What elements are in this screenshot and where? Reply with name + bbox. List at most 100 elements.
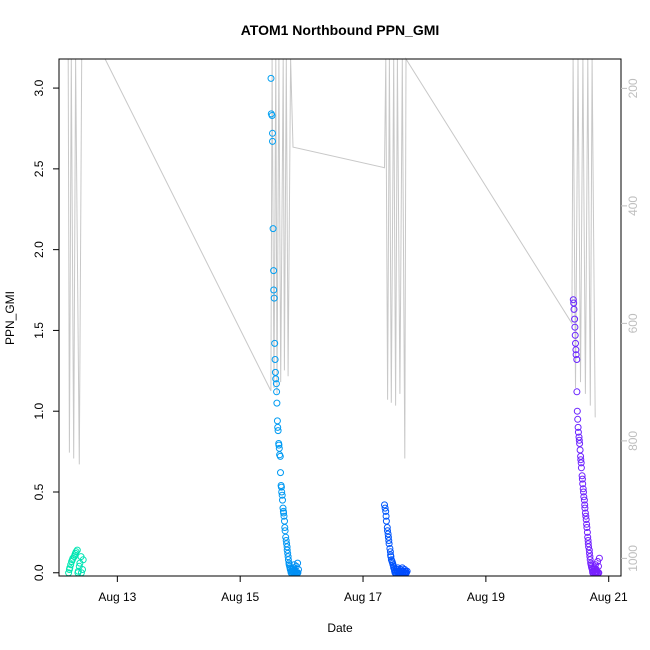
data-point	[382, 517, 390, 525]
data-point	[280, 512, 288, 520]
data-point	[580, 488, 587, 496]
y-tick-label: 3.0	[32, 79, 46, 96]
data-point	[584, 540, 592, 548]
data-point	[580, 496, 588, 504]
data-point	[575, 436, 583, 444]
data-point	[273, 399, 281, 407]
data-point	[583, 528, 591, 536]
data-point	[283, 546, 291, 554]
y-tick-label: 1.5	[32, 322, 46, 339]
data-point	[279, 504, 287, 512]
x-tick-label: Aug 21	[590, 590, 628, 604]
data-point	[577, 459, 585, 467]
depth-line	[104, 57, 596, 459]
data-point	[581, 501, 589, 509]
y-tick-label: 1.0	[32, 403, 46, 420]
data-point	[384, 533, 392, 541]
data-point	[584, 533, 592, 541]
x-tick-label: Aug 15	[221, 590, 259, 604]
data-point	[585, 543, 593, 551]
data-point	[386, 545, 394, 552]
data-point	[278, 491, 286, 499]
y-right-tick-label: 800	[626, 431, 640, 451]
y-right-tick-label: 200	[626, 78, 640, 98]
data-point	[574, 423, 582, 431]
data-point	[383, 524, 391, 531]
data-point	[274, 427, 282, 435]
data-point	[275, 441, 283, 449]
data-point	[273, 388, 281, 396]
x-tick-label: Aug 17	[344, 590, 382, 604]
data-point	[577, 456, 585, 464]
data-point	[581, 509, 589, 517]
data-point	[272, 375, 280, 383]
data-point	[384, 527, 391, 535]
data-point	[270, 286, 278, 294]
x-tick-label: Aug 19	[467, 590, 505, 604]
data-point	[571, 331, 579, 339]
y-tick-label: 0.5	[32, 483, 46, 500]
data-point	[268, 112, 276, 119]
data-point	[570, 305, 578, 313]
x-axis: Aug 13 Aug 15 Aug 17 Aug 19 Aug 21	[98, 575, 628, 604]
data-point	[382, 507, 390, 515]
data-point	[294, 559, 302, 567]
data-point	[403, 567, 411, 575]
y-tick-label: 2.0	[32, 241, 46, 258]
data-point	[576, 440, 584, 447]
y-axis-right: 200 400 600 800 1000	[621, 78, 640, 572]
data-point	[580, 493, 588, 501]
data-point	[282, 537, 290, 544]
data-point	[384, 530, 392, 538]
data-point	[573, 388, 581, 396]
data-point	[281, 524, 289, 531]
data-point	[585, 546, 593, 554]
x-axis-label: Date	[327, 621, 353, 635]
y-right-tick-label: 1000	[626, 545, 640, 572]
data-point	[579, 480, 587, 488]
data-point	[277, 483, 285, 491]
data-point	[66, 564, 74, 572]
y-tick-label: 0.0	[32, 564, 46, 581]
data-point	[583, 524, 591, 531]
data-point	[79, 566, 86, 573]
data-point	[381, 501, 388, 509]
data-point	[578, 475, 586, 483]
data-point	[578, 472, 586, 480]
data-point	[295, 566, 302, 573]
data-point	[274, 423, 282, 431]
depth-line	[67, 58, 83, 465]
data-point	[581, 504, 589, 512]
data-point	[582, 516, 590, 523]
data-point	[284, 553, 292, 561]
data-point	[271, 339, 279, 347]
y-axis-label: PPN_GMI	[3, 291, 17, 345]
data-point	[73, 546, 81, 554]
data-point	[278, 488, 286, 496]
data-point	[277, 469, 284, 477]
data-point	[385, 537, 393, 544]
data-point	[273, 417, 281, 425]
data-point	[290, 561, 298, 569]
data-points	[65, 74, 603, 577]
data-point	[272, 380, 280, 388]
data-point	[270, 267, 278, 275]
data-point	[577, 464, 585, 472]
data-point	[271, 368, 279, 376]
data-point	[573, 407, 581, 415]
data-point	[579, 485, 587, 493]
data-point	[387, 553, 395, 561]
data-point	[574, 415, 582, 423]
data-point	[571, 323, 579, 331]
data-point	[279, 496, 286, 504]
data-point	[269, 129, 276, 137]
data-point	[573, 356, 581, 363]
data-point	[569, 296, 577, 304]
data-point	[594, 558, 602, 565]
data-point	[280, 509, 288, 517]
x-tick-label: Aug 13	[98, 590, 136, 604]
y-right-tick-label: 600	[626, 313, 640, 333]
data-point	[572, 351, 580, 359]
data-point	[571, 315, 579, 323]
